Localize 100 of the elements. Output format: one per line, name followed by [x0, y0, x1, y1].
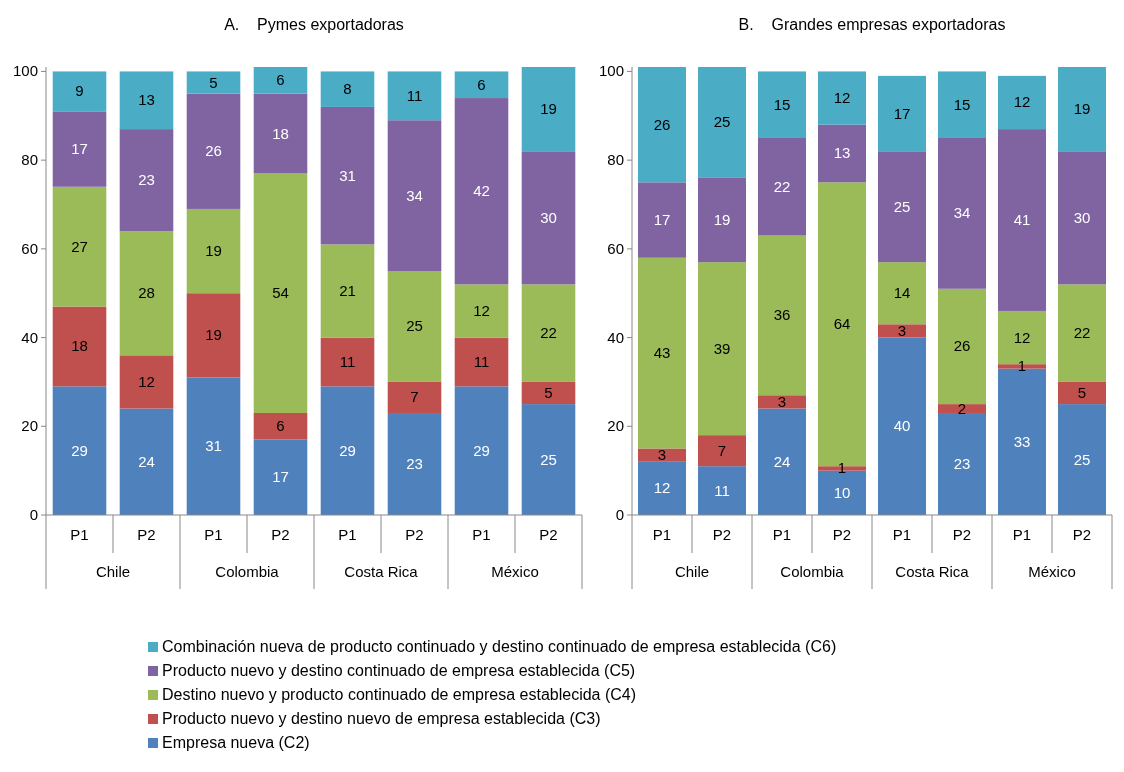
bar: [387, 120, 442, 272]
bar: [186, 71, 241, 94]
bar: [878, 324, 926, 338]
bar: [938, 412, 986, 515]
y-tick-label: 0: [29, 506, 38, 523]
data-label: 27: [71, 237, 88, 255]
data-label: 17: [653, 211, 671, 229]
y-tick-label: 40: [607, 328, 624, 346]
bar: [698, 435, 746, 467]
y-tick-label: 40: [21, 328, 38, 346]
y-tick-label: 60: [607, 239, 624, 257]
data-label: 5: [544, 384, 553, 402]
x-tick-label: P2: [137, 526, 156, 543]
chart-title: A. Pymes exportadoras: [224, 16, 404, 33]
data-label: 23: [138, 171, 155, 189]
data-label: 26: [205, 142, 222, 160]
bar: [998, 75, 1046, 130]
data-label: 6: [477, 75, 486, 93]
x-tick-label: P2: [712, 526, 732, 543]
bar: [638, 257, 686, 449]
text: Costa Rica: [344, 563, 419, 580]
bar: [758, 71, 806, 138]
chart-title: B. Grandes empresas exportadoras: [738, 16, 1006, 33]
data-label: 8: [343, 80, 352, 98]
bar: [1058, 67, 1106, 152]
data-label: 6: [276, 417, 285, 435]
data-label: 5: [1077, 384, 1087, 402]
bar: [638, 461, 686, 515]
x-tick-label: P1: [892, 526, 912, 543]
data-label: 25: [1073, 450, 1091, 468]
bar: [186, 377, 241, 515]
bar: [758, 235, 806, 396]
bar: [186, 293, 241, 378]
bar: [320, 106, 375, 245]
text: Colombia: [215, 563, 280, 580]
bar: [119, 71, 174, 130]
bar: [454, 337, 509, 387]
x-tick-label: P2: [271, 526, 290, 543]
x-tick-label: P1: [70, 526, 89, 543]
data-label: 34: [953, 204, 971, 222]
bar: [938, 288, 986, 405]
bar: [119, 129, 174, 232]
data-label: 19: [205, 326, 222, 344]
data-label: 11: [339, 352, 356, 370]
bar: [698, 262, 746, 436]
data-label: 17: [71, 140, 88, 158]
y-tick-label: 100: [12, 62, 38, 80]
bar: [998, 129, 1046, 311]
x-tick-label: P1: [772, 526, 792, 543]
bar: [1058, 381, 1106, 405]
bar: [253, 412, 308, 440]
data-label: 13: [833, 144, 851, 162]
y-tick-label: 20: [21, 417, 38, 435]
bar: [878, 151, 926, 263]
bar: [1058, 284, 1106, 382]
data-label: 19: [713, 211, 731, 229]
data-label: 22: [773, 177, 791, 195]
bar: [638, 448, 686, 462]
data-label: 64: [833, 315, 851, 333]
data-label: 30: [540, 208, 557, 226]
data-label: 12: [473, 301, 490, 319]
bar: [818, 124, 866, 183]
data-label: 29: [71, 441, 88, 459]
data-label: 24: [773, 452, 791, 470]
data-label: 2: [957, 399, 967, 417]
data-label: 41: [1013, 211, 1031, 229]
data-label: 14: [893, 284, 911, 302]
data-label: 3: [657, 446, 667, 464]
data-label: 22: [540, 324, 557, 342]
y-tick-label: 80: [607, 151, 624, 169]
data-label: 30: [1073, 208, 1091, 226]
data-label: 22: [1073, 324, 1091, 342]
data-label: 13: [138, 91, 155, 109]
data-label: 12: [833, 89, 851, 107]
data-label: 19: [1073, 100, 1091, 118]
data-label: 39: [713, 339, 731, 357]
text: Chile: [95, 563, 131, 580]
legend-label: Producto nuevo y destino nuevo de empresa establecida (C3): [162, 710, 601, 727]
x-tick-label: P1: [472, 526, 491, 543]
data-label: 9: [75, 82, 84, 100]
text: México: [491, 563, 539, 580]
bar: [387, 271, 442, 382]
bar: [253, 93, 308, 174]
bar: [758, 137, 806, 236]
data-label: 3: [777, 392, 787, 410]
data-label: 25: [893, 197, 911, 215]
bar: [521, 67, 576, 152]
bar: [878, 262, 926, 325]
bar: [52, 111, 107, 187]
bar: [521, 404, 576, 515]
x-tick-label: P2: [952, 526, 972, 543]
bar: [938, 137, 986, 289]
bar: [52, 306, 107, 387]
bar: [387, 412, 442, 515]
data-label: 11: [714, 481, 730, 499]
legend-label: Combinación nueva de producto continuado y destino continuado de empresa establecida (C6): [162, 638, 837, 655]
text: Chile: [674, 563, 710, 580]
data-label: 33: [1013, 432, 1031, 450]
bar: [52, 71, 107, 112]
text: Colombia: [780, 563, 845, 580]
